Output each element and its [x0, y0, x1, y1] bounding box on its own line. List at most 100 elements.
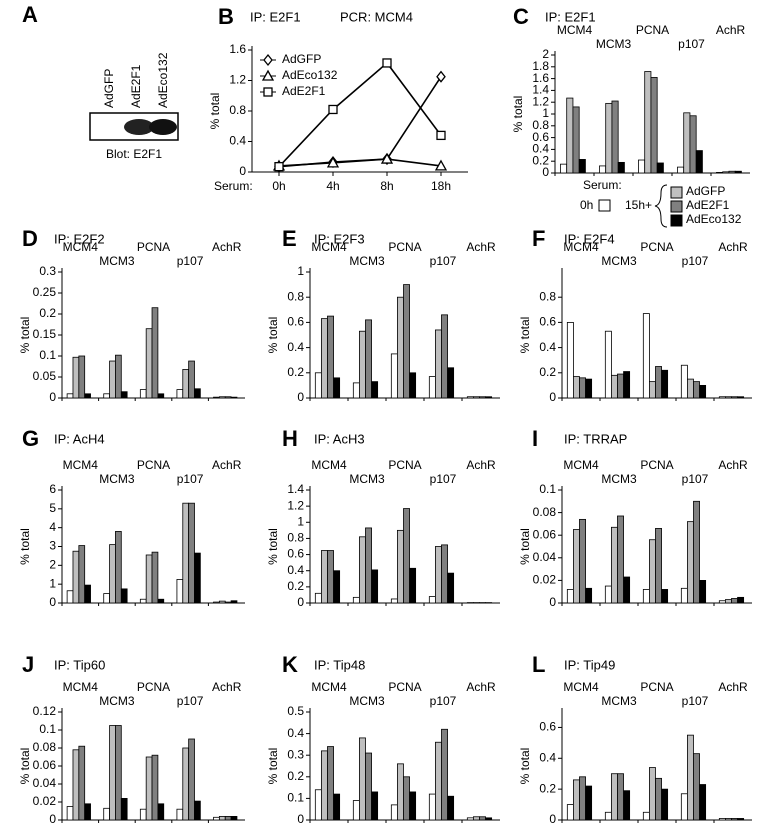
chart-title: IP: Tip49 — [564, 657, 615, 672]
x-tick-label: 8h — [380, 179, 393, 193]
category-label: PCNA — [388, 458, 421, 472]
bar — [333, 793, 341, 821]
category-label: p107 — [682, 694, 709, 708]
category-label: AchR — [718, 458, 748, 472]
bar — [573, 779, 580, 821]
bar — [176, 808, 184, 821]
category-label: MCM4 — [63, 240, 99, 254]
bar — [611, 374, 618, 399]
bar — [333, 570, 341, 604]
bar — [390, 598, 398, 604]
bar — [617, 515, 624, 604]
bar — [718, 818, 726, 821]
bar — [642, 313, 650, 399]
bar — [390, 353, 398, 399]
y-axis-label: % total — [18, 317, 32, 354]
y-axis-label: % total — [266, 317, 280, 354]
y-tick-label: 0.05 — [33, 369, 57, 383]
panel-label: E — [282, 226, 297, 251]
marker — [380, 152, 394, 164]
bar — [230, 816, 238, 821]
y-tick-label: 0 — [297, 390, 304, 404]
bar — [120, 798, 128, 821]
bar — [371, 791, 379, 821]
chart-title: IP: E2F3 — [314, 231, 365, 246]
y-axis-label: % total — [518, 748, 532, 785]
bar — [683, 112, 691, 174]
bar — [78, 355, 86, 399]
bar — [371, 381, 379, 399]
bar — [687, 734, 694, 821]
bar — [642, 589, 650, 604]
y-tick-label: 1 — [297, 264, 304, 278]
bar — [737, 818, 745, 821]
bar — [680, 587, 688, 604]
category-label: p107 — [682, 254, 709, 268]
bar — [333, 377, 341, 399]
panel-label: H — [282, 426, 298, 451]
bar — [649, 381, 656, 399]
y-tick-label: 0.6 — [287, 547, 304, 561]
category-label: p107 — [177, 472, 204, 486]
marker — [436, 70, 446, 83]
bar — [145, 554, 153, 604]
y-tick-label: 0.8 — [539, 289, 556, 303]
bar — [403, 508, 410, 604]
bar — [731, 598, 738, 604]
bar — [66, 806, 74, 821]
bar — [194, 388, 201, 399]
bar — [224, 396, 232, 399]
y-tick-label: 0.4 — [229, 134, 246, 148]
bar — [655, 777, 662, 821]
bar — [109, 544, 116, 604]
panel-label: A — [22, 2, 38, 27]
y-tick-label: 0.04 — [33, 776, 57, 790]
category-label: p107 — [430, 254, 457, 268]
bar — [611, 100, 619, 174]
bar — [566, 804, 574, 821]
bar — [139, 598, 147, 604]
bar — [441, 728, 448, 821]
bar — [572, 106, 580, 174]
category-label: p107 — [177, 254, 204, 268]
y-tick-label: 5 — [49, 501, 56, 515]
y-tick-label: 0.8 — [287, 531, 304, 545]
bar — [409, 372, 417, 399]
panel-label: K — [282, 652, 298, 677]
bar — [718, 396, 726, 399]
y-tick-label: 0 — [542, 165, 549, 179]
bar — [680, 793, 688, 821]
y-tick-label: 0 — [49, 595, 56, 609]
y-axis-label: % total — [208, 93, 222, 130]
bar — [194, 552, 201, 604]
bar — [314, 372, 322, 399]
bar — [604, 585, 612, 604]
y-tick-label: 0.2 — [287, 579, 304, 593]
bar — [604, 811, 612, 821]
bar — [718, 600, 726, 604]
lane-label: AdGFP — [102, 69, 116, 108]
category-label: MCM4 — [563, 680, 599, 694]
bar — [72, 550, 80, 604]
panel-label: G — [22, 426, 39, 451]
bar — [365, 319, 372, 399]
legend-swatch — [670, 186, 683, 199]
bar — [485, 817, 493, 821]
bar — [579, 518, 586, 604]
bar — [578, 159, 586, 174]
y-tick-label: 0 — [49, 812, 56, 826]
blot-band — [124, 119, 154, 135]
category-label: p107 — [430, 472, 457, 486]
category-label: MCM3 — [601, 254, 637, 268]
bar — [623, 371, 631, 399]
x-prefix: Serum: — [214, 179, 253, 193]
x-tick-label: 0h — [272, 179, 285, 193]
bar — [120, 391, 128, 399]
bar — [649, 767, 656, 821]
panel-label: B — [218, 4, 234, 29]
bar — [579, 377, 586, 399]
category-label: AchR — [718, 240, 748, 254]
bar — [230, 600, 238, 604]
bar — [434, 546, 442, 604]
bar — [695, 150, 703, 174]
